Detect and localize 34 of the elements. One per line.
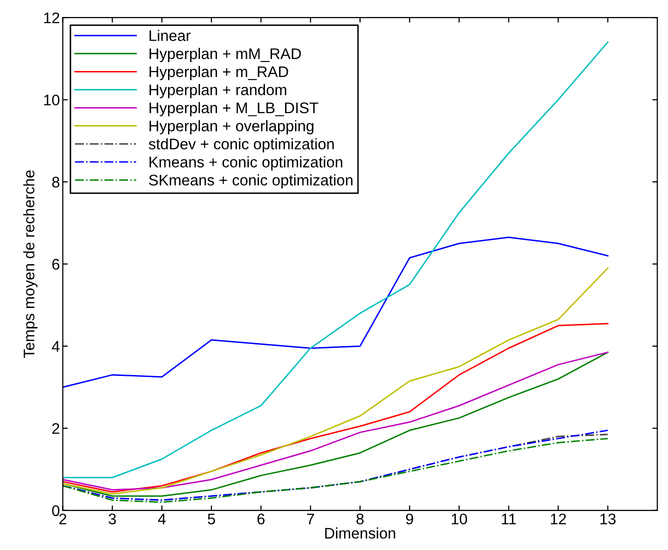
x-tick-label: 2 <box>59 514 66 524</box>
x-axis-title: Dimension <box>325 527 396 539</box>
legend-label: Linear <box>150 30 191 42</box>
y-tick-label: 2 <box>52 423 60 434</box>
y-tick-label: 12 <box>44 12 60 24</box>
legend-label: Hyperplan + m_RAD <box>150 66 288 80</box>
legend-label: SKmeans + conic optimization <box>149 174 352 189</box>
x-tick-label: 5 <box>208 514 216 524</box>
line-series <box>62 236 608 388</box>
line-series <box>62 42 608 478</box>
line-series <box>62 267 608 495</box>
y-tick-label: 8 <box>52 176 60 188</box>
x-tick-label: 11 <box>502 514 516 524</box>
x-tick-label: 10 <box>452 514 468 524</box>
legend-label: stdDev + conic optimization <box>148 138 334 152</box>
x-tick-label: 12 <box>550 514 566 524</box>
y-tick-label: 10 <box>44 94 60 106</box>
legend-label: Hyperplan + overlapping <box>150 120 314 134</box>
x-tick-label: 6 <box>257 514 265 524</box>
y-tick-label: 6 <box>52 258 60 270</box>
x-tick-label: 8 <box>356 514 364 524</box>
legend-label: Hyperplan + random <box>150 84 286 98</box>
line-series <box>62 322 608 493</box>
legend-label: Hyperplan + mM_RAD <box>150 48 301 62</box>
x-tick-label: 4 <box>158 514 166 524</box>
legend-label: Kmeans + conic optimization <box>150 156 342 170</box>
x-tick-label: 13 <box>600 514 616 524</box>
y-axis-title: Temps moyen de recherche <box>23 170 38 358</box>
x-tick-label: 3 <box>108 514 116 524</box>
y-tick-label: 4 <box>52 341 60 352</box>
y-tick-label: 0 <box>52 505 60 516</box>
legend-label: Hyperplan + M_LB_DIST <box>150 102 318 116</box>
x-tick-label: 9 <box>406 514 414 524</box>
x-tick-label: 7 <box>307 514 314 524</box>
